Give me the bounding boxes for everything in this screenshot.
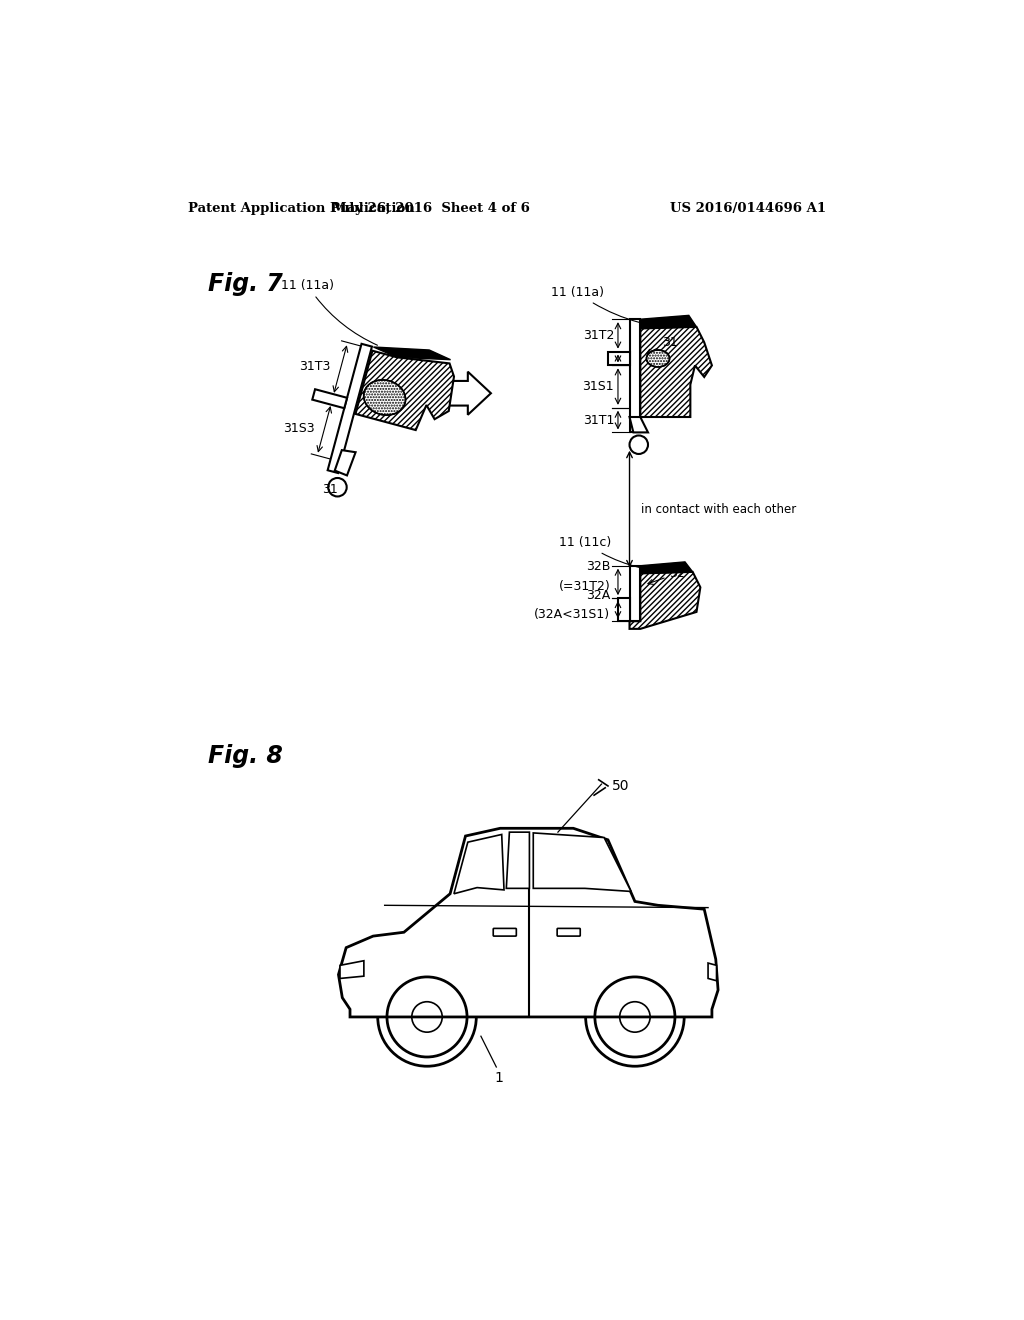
Text: 1: 1: [495, 1071, 503, 1085]
Polygon shape: [328, 343, 372, 473]
Text: 31: 31: [323, 483, 338, 496]
Text: 31T1: 31T1: [583, 413, 614, 426]
Polygon shape: [335, 450, 355, 475]
Text: 11 (11c): 11 (11c): [559, 536, 639, 568]
Text: 50: 50: [611, 779, 630, 793]
Ellipse shape: [646, 350, 670, 367]
Text: 32B: 32B: [586, 561, 610, 573]
Polygon shape: [312, 389, 347, 408]
Text: May 26, 2016  Sheet 4 of 6: May 26, 2016 Sheet 4 of 6: [332, 202, 529, 215]
Text: Fig. 8: Fig. 8: [208, 743, 283, 768]
Text: 31S1: 31S1: [583, 380, 614, 393]
Polygon shape: [630, 566, 640, 622]
Text: 31: 31: [646, 335, 678, 354]
Polygon shape: [608, 351, 630, 366]
Text: (=31T2): (=31T2): [558, 579, 610, 593]
Text: (32A<31S1): (32A<31S1): [535, 609, 610, 622]
Polygon shape: [630, 572, 700, 628]
Text: Patent Application Publication: Patent Application Publication: [188, 202, 415, 215]
Polygon shape: [630, 417, 648, 433]
Text: US 2016/0144696 A1: US 2016/0144696 A1: [670, 202, 825, 215]
Text: 31T3: 31T3: [299, 360, 331, 374]
Polygon shape: [617, 598, 630, 622]
Polygon shape: [374, 347, 451, 359]
Polygon shape: [630, 319, 640, 433]
Polygon shape: [640, 562, 692, 573]
Polygon shape: [506, 832, 529, 888]
Polygon shape: [339, 829, 718, 1016]
Polygon shape: [454, 834, 504, 894]
Polygon shape: [340, 961, 364, 978]
Polygon shape: [640, 327, 712, 417]
Text: 31S3: 31S3: [283, 422, 314, 434]
Polygon shape: [534, 833, 631, 891]
Polygon shape: [355, 351, 454, 430]
Text: in contact with each other: in contact with each other: [641, 503, 797, 516]
Text: 11 (11a): 11 (11a): [282, 279, 378, 346]
Text: 31T2: 31T2: [583, 329, 614, 342]
Text: 32: 32: [648, 566, 685, 585]
Ellipse shape: [364, 380, 406, 414]
Polygon shape: [708, 964, 717, 981]
Text: Fig. 7: Fig. 7: [208, 272, 283, 297]
Text: 11 (11a): 11 (11a): [551, 285, 639, 322]
FancyBboxPatch shape: [494, 928, 516, 936]
FancyBboxPatch shape: [557, 928, 581, 936]
Polygon shape: [640, 315, 696, 329]
Polygon shape: [431, 372, 490, 414]
Text: 32A: 32A: [586, 589, 610, 602]
